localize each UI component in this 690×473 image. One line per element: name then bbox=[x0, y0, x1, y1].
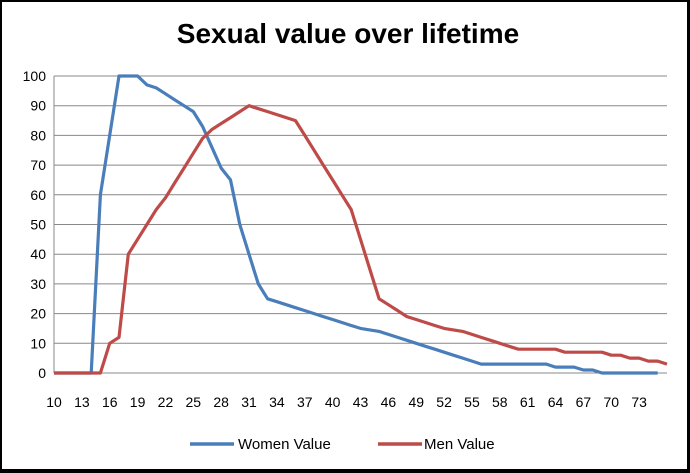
legend-label: Men Value bbox=[424, 436, 495, 453]
y-tick-label: 40 bbox=[30, 246, 46, 262]
y-tick-label: 50 bbox=[30, 217, 46, 233]
x-tick-label: 70 bbox=[603, 394, 619, 410]
series-lines bbox=[54, 74, 668, 375]
y-tick-label: 0 bbox=[38, 365, 46, 381]
x-tick-label: 55 bbox=[464, 394, 480, 410]
x-tick-label: 64 bbox=[548, 394, 564, 410]
series-line-0 bbox=[54, 74, 658, 375]
series-line-1 bbox=[54, 104, 668, 375]
x-tick-label: 67 bbox=[576, 394, 592, 410]
x-tick-label: 13 bbox=[74, 394, 90, 410]
x-axis-ticks: 10 13 16 19 22 25 28 31 34 37 40 43 46 49 52 55 58 61 64 67… bbox=[46, 394, 647, 410]
y-tick-label: 10 bbox=[30, 335, 46, 351]
x-tick-label: 37 bbox=[297, 394, 313, 410]
x-tick-label: 28 bbox=[213, 394, 229, 410]
x-tick-label: 61 bbox=[520, 394, 536, 410]
x-tick-label: 49 bbox=[408, 394, 424, 410]
y-tick-label: 90 bbox=[30, 98, 46, 114]
y-tick-label: 20 bbox=[30, 306, 46, 322]
y-tick-label: 60 bbox=[30, 187, 46, 203]
legend-label: Women Value bbox=[238, 436, 331, 453]
y-tick-label: 30 bbox=[30, 276, 46, 292]
x-tick-label: 10 bbox=[46, 394, 62, 410]
x-tick-label: 43 bbox=[353, 394, 369, 410]
y-tick-label: 70 bbox=[30, 157, 46, 173]
x-tick-label: 25 bbox=[186, 394, 202, 410]
chart-title: Sexual value over lifetime bbox=[177, 18, 519, 49]
x-tick-label: 52 bbox=[436, 394, 452, 410]
x-tick-label: 31 bbox=[241, 394, 257, 410]
y-tick-label: 100 bbox=[23, 68, 47, 84]
x-tick-label: 19 bbox=[130, 394, 146, 410]
x-tick-label: 58 bbox=[492, 394, 508, 410]
x-tick-label: 34 bbox=[269, 394, 285, 410]
legend: Women Value Men Value bbox=[190, 436, 495, 453]
x-tick-label: 46 bbox=[381, 394, 397, 410]
x-tick-label: 73 bbox=[631, 394, 647, 410]
x-tick-label: 40 bbox=[325, 394, 341, 410]
x-tick-label: 22 bbox=[158, 394, 174, 410]
x-tick-label: 16 bbox=[102, 394, 118, 410]
y-tick-label: 80 bbox=[30, 127, 46, 143]
gridlines bbox=[53, 75, 667, 374]
y-axis-ticks: 0 10 20 30 40 50 60 70 80 90 100 bbox=[23, 68, 47, 381]
